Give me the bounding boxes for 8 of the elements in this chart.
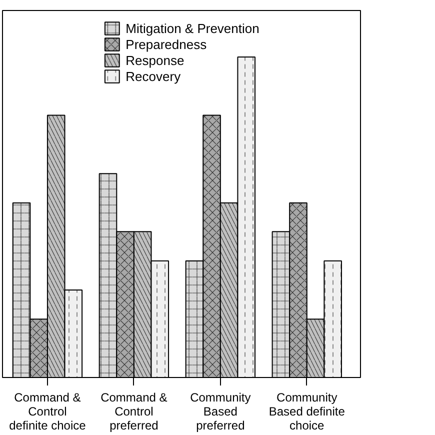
x-tick-label: Command & Control preferred [100,390,168,432]
legend-label: Response [126,52,184,68]
x-tick-label: Community Based definite choice [268,390,346,432]
x-tick-label: Command & Control definite choice [9,390,86,432]
legend-label: Preparedness [126,36,207,52]
x-tick-label: Community Based preferred [190,390,251,432]
legend-label: Mitigation & Prevention [126,20,260,36]
legend-label: Recovery [126,68,181,84]
